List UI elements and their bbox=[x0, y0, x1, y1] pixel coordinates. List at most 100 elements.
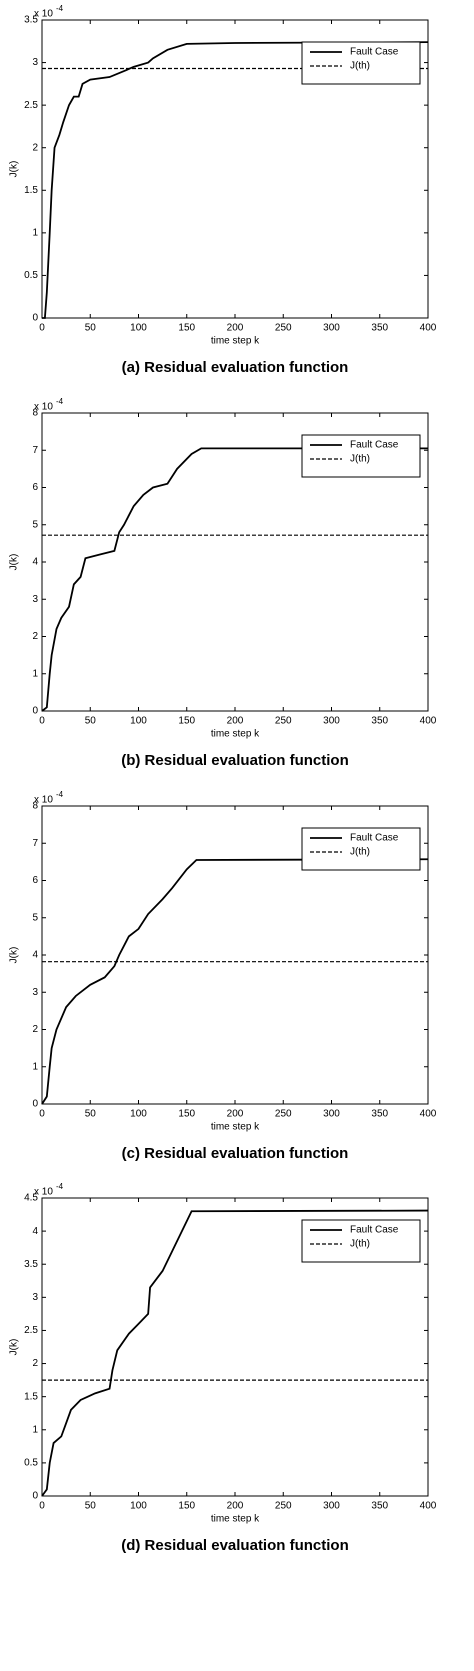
legend-box bbox=[301, 434, 421, 478]
y-tick-label: 3.5 bbox=[24, 1259, 38, 1270]
x-tick-label: 350 bbox=[371, 1501, 388, 1512]
y-scale-exponent: -4 bbox=[56, 397, 64, 406]
y-scale-exponent: -4 bbox=[56, 1182, 64, 1191]
x-tick-label: 400 bbox=[420, 323, 437, 334]
y-scale-base: x 10 bbox=[34, 795, 53, 806]
y-tick-label: 4 bbox=[32, 950, 38, 961]
y-tick-label: 5 bbox=[32, 912, 38, 923]
y-tick-label: 4 bbox=[32, 1226, 38, 1237]
x-tick-label: 200 bbox=[227, 1109, 244, 1120]
x-axis-label: time step k bbox=[211, 1514, 260, 1525]
y-scale-base: x 10 bbox=[34, 1187, 53, 1198]
y-tick-label: 4.5 bbox=[24, 1193, 38, 1204]
x-tick-label: 350 bbox=[371, 323, 388, 334]
y-tick-label: 0 bbox=[32, 313, 38, 324]
x-tick-label: 200 bbox=[227, 1501, 244, 1512]
x-tick-label: 50 bbox=[85, 323, 97, 334]
x-axis-label: time step k bbox=[211, 1122, 260, 1133]
chart-panel: 0 0.5 1 1.5 2 2.5 3 3.5 4 4.5 0 50 100 150 200 250 300 35… bbox=[9, 1182, 437, 1554]
x-tick-label: 250 bbox=[275, 1109, 292, 1120]
y-tick-label: 0 bbox=[32, 706, 38, 717]
x-axis-label: time step k bbox=[211, 336, 260, 347]
y-tick-label: 2 bbox=[32, 142, 38, 153]
x-tick-label: 50 bbox=[85, 1109, 97, 1120]
y-tick-label: 2 bbox=[32, 1358, 38, 1369]
legend-label: Fault Case bbox=[350, 440, 399, 451]
x-tick-label: 100 bbox=[130, 1501, 147, 1512]
legend-label: Fault Case bbox=[350, 1225, 399, 1236]
x-tick-label: 400 bbox=[420, 716, 437, 727]
y-tick-label: 8 bbox=[32, 408, 38, 419]
chart-panel: 0 1 2 3 4 5 6 7 8 0 50 100 150 200 250 300 350 400 x 10-4 t… bbox=[9, 790, 437, 1162]
x-axis-label: time step k bbox=[211, 729, 260, 740]
y-tick-label: 0.5 bbox=[24, 1458, 38, 1469]
x-tick-label: 400 bbox=[420, 1501, 437, 1512]
y-tick-label: 1 bbox=[32, 1424, 38, 1435]
y-tick-label: 4 bbox=[32, 557, 38, 568]
y-axis-label: J(k) bbox=[9, 947, 20, 964]
legend-box bbox=[301, 827, 421, 871]
y-tick-label: 6 bbox=[32, 482, 38, 493]
y-tick-label: 1 bbox=[32, 668, 38, 679]
x-tick-label: 250 bbox=[275, 716, 292, 727]
y-tick-label: 3 bbox=[32, 1292, 38, 1303]
x-tick-label: 400 bbox=[420, 1109, 437, 1120]
caption: (b) Residual evaluation function bbox=[121, 752, 349, 769]
x-tick-label: 0 bbox=[39, 716, 45, 727]
x-tick-label: 350 bbox=[371, 716, 388, 727]
caption: (d) Residual evaluation function bbox=[121, 1537, 349, 1554]
y-tick-label: 8 bbox=[32, 801, 38, 812]
x-tick-label: 50 bbox=[85, 1501, 97, 1512]
y-tick-label: 5 bbox=[32, 519, 38, 530]
x-tick-label: 150 bbox=[178, 323, 195, 334]
y-tick-label: 2 bbox=[32, 631, 38, 642]
y-tick-label: 7 bbox=[32, 838, 38, 849]
y-tick-label: 1.5 bbox=[24, 185, 38, 196]
y-tick-label: 3 bbox=[32, 987, 38, 998]
caption: (c) Residual evaluation function bbox=[122, 1145, 349, 1162]
y-tick-label: 6 bbox=[32, 875, 38, 886]
y-tick-label: 1 bbox=[32, 1061, 38, 1072]
x-tick-label: 150 bbox=[178, 1501, 195, 1512]
x-tick-label: 250 bbox=[275, 1501, 292, 1512]
legend-label: J(th) bbox=[350, 454, 370, 465]
x-tick-label: 300 bbox=[323, 716, 340, 727]
y-axis-label: J(k) bbox=[9, 1339, 20, 1356]
x-tick-label: 200 bbox=[227, 323, 244, 334]
data-line bbox=[41, 1209, 429, 1497]
chart-panel: 0 1 2 3 4 5 6 7 8 0 50 100 150 200 250 300 350 400 x 10-4 t… bbox=[9, 397, 437, 769]
x-tick-label: 0 bbox=[39, 1501, 45, 1512]
x-tick-label: 150 bbox=[178, 1109, 195, 1120]
y-scale-base: x 10 bbox=[34, 9, 53, 20]
data-line bbox=[41, 447, 428, 712]
x-tick-label: 250 bbox=[275, 323, 292, 334]
x-tick-label: 300 bbox=[323, 1109, 340, 1120]
y-tick-label: 0 bbox=[32, 1491, 38, 1502]
y-tick-label: 0 bbox=[32, 1099, 38, 1110]
legend-label: Fault Case bbox=[350, 833, 399, 844]
y-tick-label: 1 bbox=[32, 227, 38, 238]
legend-box bbox=[301, 41, 421, 85]
caption: (a) Residual evaluation function bbox=[122, 359, 349, 376]
x-tick-label: 0 bbox=[39, 323, 45, 334]
legend-label: J(th) bbox=[350, 1239, 370, 1250]
y-tick-label: 0.5 bbox=[24, 270, 38, 281]
y-scale-base: x 10 bbox=[34, 402, 53, 413]
legend-box bbox=[301, 1219, 421, 1263]
x-tick-label: 350 bbox=[371, 1109, 388, 1120]
y-tick-label: 3 bbox=[32, 57, 38, 68]
y-tick-label: 3 bbox=[32, 594, 38, 605]
x-tick-label: 300 bbox=[323, 323, 340, 334]
x-tick-label: 300 bbox=[323, 1501, 340, 1512]
x-tick-label: 100 bbox=[130, 1109, 147, 1120]
data-line bbox=[42, 41, 429, 319]
y-axis-label: J(k) bbox=[9, 554, 20, 571]
y-tick-label: 3.5 bbox=[24, 15, 38, 26]
legend-label: Fault Case bbox=[350, 47, 399, 58]
y-tick-label: 2.5 bbox=[24, 1325, 38, 1336]
x-tick-label: 100 bbox=[130, 323, 147, 334]
x-tick-label: 200 bbox=[227, 716, 244, 727]
y-scale-exponent: -4 bbox=[56, 790, 64, 799]
legend-label: J(th) bbox=[350, 847, 370, 858]
